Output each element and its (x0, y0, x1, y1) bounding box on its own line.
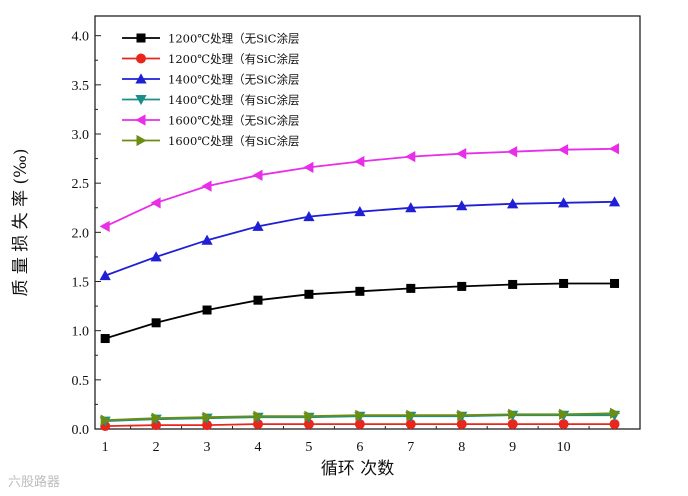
y-tick-label: 0.0 (72, 423, 90, 438)
y-tick-label: 1.0 (72, 325, 90, 340)
data-point (355, 286, 365, 296)
legend-label: 1600℃处理（无SiC涂层 (168, 114, 300, 128)
data-point (150, 251, 162, 262)
data-point (557, 197, 570, 208)
data-point (507, 419, 518, 430)
data-point (508, 279, 518, 289)
legend-label: 1600℃处理（有SiC涂层 (168, 134, 300, 148)
y-tick-label: 2.5 (72, 177, 90, 192)
data-point (457, 281, 467, 291)
legend-label: 1200℃处理（无SiC涂层 (168, 32, 300, 46)
data-point (456, 419, 467, 430)
legend-label: 1200℃处理（有SiC涂层 (168, 52, 300, 66)
x-tick-label: 6 (356, 440, 363, 455)
y-tick-label: 1.5 (72, 276, 90, 291)
y-tick-label: 2.0 (72, 226, 90, 241)
x-tick-label: 5 (305, 440, 312, 455)
data-point (608, 196, 621, 207)
data-point (456, 148, 467, 160)
data-point (150, 197, 161, 209)
legend-marker (136, 53, 146, 64)
data-point (406, 283, 416, 293)
data-point (201, 180, 212, 192)
data-point (202, 411, 213, 423)
data-point (507, 146, 518, 158)
data-point (354, 155, 365, 168)
x-axis-title: 循环 次数 (321, 459, 394, 479)
data-point (253, 295, 263, 305)
legend-marker (135, 114, 146, 126)
y-tick-label: 4.0 (72, 30, 90, 45)
data-point (507, 198, 519, 209)
data-point (405, 202, 417, 213)
plot-frame (94, 15, 641, 430)
y-tick-label: 0.5 (72, 374, 90, 389)
data-point (457, 409, 468, 421)
series-1 (100, 278, 620, 344)
data-point (202, 305, 212, 315)
data-point (99, 220, 110, 233)
x-tick-label: 4 (254, 440, 261, 455)
data-point (354, 206, 366, 217)
data-point (100, 414, 111, 426)
legend-marker (136, 33, 146, 43)
data-point (202, 420, 213, 431)
y-axis-title: 质 量 损 失 率 (‰) (11, 148, 31, 296)
x-tick-label: 9 (509, 440, 516, 455)
x-tick-label: 8 (458, 440, 465, 455)
series-5 (99, 143, 620, 233)
data-point (406, 409, 417, 421)
data-point (201, 234, 213, 245)
data-point (355, 409, 366, 421)
y-tick-label: 3.0 (72, 128, 90, 143)
legend-label: 1400℃处理（有SiC涂层 (168, 93, 300, 107)
data-point (151, 318, 161, 328)
data-point (608, 143, 620, 155)
data-point (508, 408, 519, 420)
data-point (100, 334, 110, 344)
data-point (253, 410, 264, 422)
data-point (610, 278, 620, 288)
data-point (252, 169, 263, 181)
data-point (559, 278, 569, 288)
legend-marker (135, 73, 147, 84)
data-point (558, 419, 569, 430)
data-point (610, 407, 621, 419)
data-point (559, 408, 570, 420)
data-point (304, 410, 315, 422)
watermark: 六股路器 (8, 475, 61, 490)
x-tick-label: 2 (153, 440, 160, 455)
data-point (151, 412, 162, 424)
legend-marker (136, 134, 147, 147)
data-point (456, 200, 468, 211)
data-point (557, 144, 569, 156)
data-point (252, 419, 263, 430)
y-tick-label: 3.5 (72, 79, 90, 94)
data-point (252, 220, 264, 231)
data-point (99, 269, 111, 281)
data-point (354, 419, 365, 430)
x-tick-label: 7 (407, 440, 414, 455)
legend: 1200℃处理（无SiC涂层 1200℃处理（有SiC涂层 1400℃处理（无SiC… (122, 32, 300, 148)
x-tick-label: 3 (204, 440, 211, 455)
series-6 (100, 407, 621, 426)
series-3 (99, 196, 621, 281)
data-point (303, 419, 314, 430)
data-point (304, 289, 314, 299)
x-tick-label: 10 (557, 440, 571, 455)
legend-marker (135, 95, 147, 106)
legend-label: 1400℃处理（无SiC涂层 (168, 73, 300, 87)
data-point (303, 210, 315, 222)
data-point (303, 161, 314, 174)
data-point (405, 419, 416, 430)
data-point (609, 419, 620, 430)
data-point (405, 150, 416, 163)
x-tick-label: 1 (102, 440, 109, 455)
